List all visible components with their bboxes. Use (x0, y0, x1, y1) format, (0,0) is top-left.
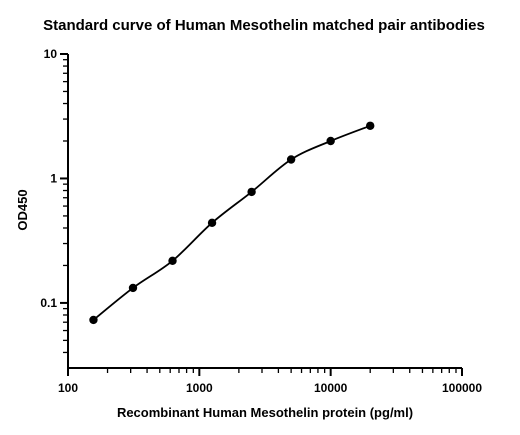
data-point (168, 256, 177, 265)
x-tick-label: 1000 (186, 381, 213, 395)
data-point (366, 121, 375, 130)
data-point (128, 283, 138, 293)
y-axis-label: OD450 (15, 189, 30, 230)
y-tick-label: 0.1 (40, 296, 57, 310)
data-point (326, 136, 335, 146)
data-point (89, 315, 98, 325)
x-axis-label: Recombinant Human Mesothelin protein (pg… (117, 405, 413, 420)
y-axis-ticks: 0.1 1 10 (40, 47, 68, 354)
chart-title: Standard curve of Human Mesothelin match… (43, 17, 485, 34)
axes (67, 54, 462, 369)
x-tick-label: 100000 (442, 381, 482, 395)
x-axis-ticks: 100 1000 10000 100000 (58, 368, 482, 395)
x-tick-label: 100 (58, 381, 78, 395)
y-tick-label: 1 (50, 171, 57, 185)
data-points (89, 121, 375, 325)
data-point (286, 155, 296, 164)
data-point (247, 187, 256, 197)
x-tick-label: 10000 (314, 381, 348, 395)
data-point (207, 218, 217, 228)
y-tick-label: 10 (44, 47, 58, 61)
